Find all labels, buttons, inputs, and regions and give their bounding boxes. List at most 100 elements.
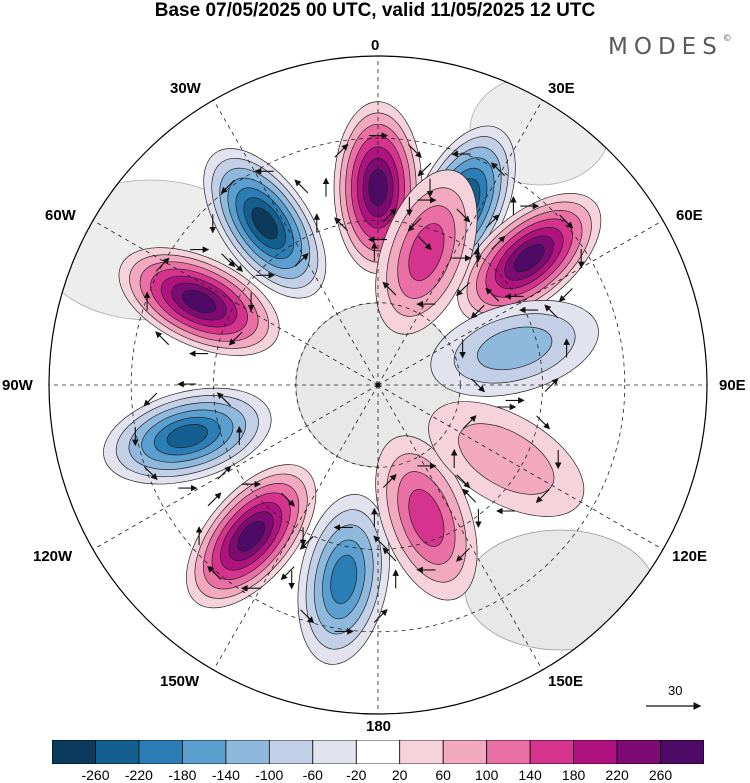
wind-arrow [456,547,470,562]
wind-arrow [294,252,309,267]
contour-band [408,223,445,281]
colorbar [52,740,704,764]
meridian [92,384,379,550]
wind-arrow [456,208,471,223]
anomaly-center-2 [457,193,602,324]
graticule [49,56,707,714]
wind-arrow [155,331,170,346]
wind-arrow [229,258,243,272]
map-content [49,56,707,714]
contour-band [166,424,208,449]
wind-arrow [155,257,170,272]
colorbar-tick-label: 220 [605,767,629,783]
wind-arrow [207,492,222,507]
colorbar-segment [225,740,270,764]
meridian [377,384,543,671]
colorbar-tick-label: 180 [561,767,586,783]
contour-band [513,244,545,273]
lon-label-180: 180 [366,718,392,735]
wind-arrow [221,253,236,268]
wind-arrow [373,609,388,623]
lon-label-60w: 60W [45,207,76,224]
wind-arrow [462,415,477,429]
lon-label-120e: 120E [672,548,708,565]
meridian [213,99,379,386]
wind-arrow [485,214,500,229]
anomaly-center-5 [203,148,327,299]
colorbar-segment [529,740,575,764]
wind-arrow [299,535,314,550]
anomaly-center-3 [375,169,478,335]
contour-band [251,207,279,240]
colorbar-tick-label: -140 [211,767,240,783]
australia [464,529,656,651]
anomaly-center-7 [103,387,272,485]
anomaly-center-10 [375,435,478,601]
brand-mark: © [722,34,732,44]
wind-arrow [559,214,574,229]
colorbar-tick-label: -20 [346,767,367,783]
anomaly-center-9 [297,494,390,665]
wind-arrow [536,415,551,430]
meridian [377,220,664,386]
anomaly-center-6 [118,247,280,356]
colorbar-tick-label: 140 [518,767,542,783]
colorbar-segment [52,740,96,764]
colorbar-tick-label: -180 [168,767,197,783]
wind-arrow [382,208,397,223]
wind-arrow [491,162,505,177]
colorbar-tick-label: 260 [648,767,673,783]
lon-label-0: 0 [371,37,380,54]
wind-arrow [294,179,309,194]
lon-label-30w: 30W [170,80,201,97]
wind-arrow [408,144,422,158]
anomaly-fields [103,101,602,665]
colorbar-tick-label: 100 [475,767,499,783]
wind-arrow [407,217,422,232]
colorbar-tick-label: 20 [391,767,408,783]
wind-arrow [485,287,500,302]
lon-label-30e: 30E [548,80,575,97]
reference-vector-label: 30 [668,683,683,698]
wind-arrow [535,489,550,503]
wind-arrow [143,392,158,407]
wind-arrow [228,331,243,346]
wind-arrow [143,466,158,480]
latitude-circle [130,137,626,633]
meridian [377,99,543,386]
modes-logo: MODES© [608,34,732,60]
wind-arrow [207,565,222,580]
meridian [377,384,664,550]
south-pole-marker [375,382,381,388]
wind-arrow [491,235,506,250]
colorbar-segment [181,740,227,764]
wind-arrow [417,162,432,177]
colorbar-segment [660,740,704,764]
wind-arrow [456,282,470,296]
wind-arrow [417,236,432,250]
colorbar-tick-label: -100 [255,767,284,783]
map-title: Base 07/05/2025 00 UTC, valid 11/05/2025… [154,0,596,21]
latitude-circle [213,220,543,550]
anomaly-center-4 [430,300,599,397]
colorbar-segment [312,740,357,764]
colorbar-segment [573,740,618,764]
contour-band [408,489,445,547]
colorbar-segment [399,740,444,764]
wind-arrow [544,304,559,319]
colorbar-segment [486,740,531,764]
wind-arrow [334,143,349,158]
colorbar-tick-label: -60 [302,767,323,783]
wind-arrow [300,609,315,624]
lon-label-120w: 120W [33,548,73,565]
colorbar-segment [268,740,314,764]
anomaly-center-8 [186,464,317,609]
wind-arrow [334,217,348,232]
lon-label-150e: 150E [548,673,584,690]
contour-band [181,289,217,314]
colorbar-segment [138,740,183,764]
lon-label-90e: 90E [719,377,746,394]
colorbar-tick-label: -260 [81,767,110,783]
colorbar-segment [442,740,488,764]
